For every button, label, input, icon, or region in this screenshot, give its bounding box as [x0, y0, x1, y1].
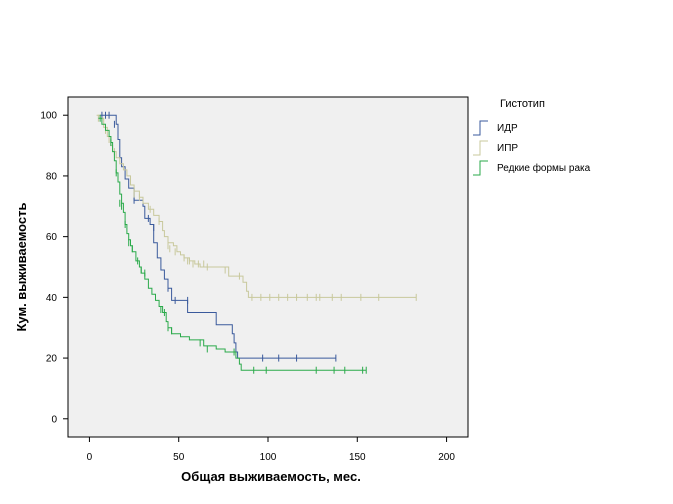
y-tick-label: 40: [46, 293, 58, 304]
x-tick-label: 0: [87, 452, 93, 463]
x-tick-label: 200: [438, 452, 455, 463]
legend-item: ИПР: [473, 140, 518, 156]
survival-curves: [96, 111, 417, 374]
x-axis-ticks: 0 50 100 150 200: [87, 437, 455, 463]
x-axis-title: Общая выживаемость, мес.: [181, 469, 361, 484]
survival-line-idr: [100, 114, 336, 359]
legend-label: ИДР: [497, 123, 518, 134]
y-axis-ticks: 0 20 40 60 80 100: [40, 111, 68, 425]
legend: Гистотип ИДР ИПР Редкие формы рака: [473, 98, 591, 176]
y-tick-label: 80: [46, 171, 58, 182]
legend-swatch: [473, 120, 488, 136]
legend-item: Редкие формы рака: [473, 160, 591, 176]
series-idr: [100, 111, 337, 362]
y-tick-label: 60: [46, 232, 58, 243]
legend-label: Редкие формы рака: [497, 162, 591, 174]
y-axis-title: Кум. выживаемость: [14, 202, 29, 331]
y-tick-label: 20: [46, 354, 58, 365]
legend-swatch: [473, 160, 488, 176]
legend-item: ИДР: [473, 120, 518, 136]
y-tick-label: 100: [40, 111, 57, 122]
legend-label: ИПР: [497, 143, 518, 154]
series-rare: [98, 114, 367, 374]
y-tick-label: 0: [51, 414, 57, 425]
x-tick-label: 150: [349, 452, 366, 463]
plot-area: [67, 96, 469, 438]
x-tick-label: 100: [260, 452, 277, 463]
legend-title: Гистотип: [500, 98, 545, 110]
x-tick-label: 50: [173, 452, 185, 463]
legend-swatch: [473, 140, 488, 156]
